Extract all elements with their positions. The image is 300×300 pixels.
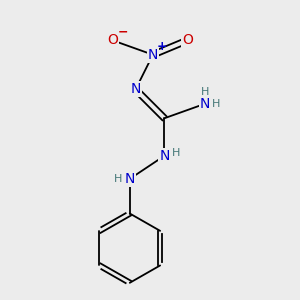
Text: N: N [130, 82, 141, 96]
Text: N: N [148, 48, 158, 62]
Text: H: H [172, 148, 181, 158]
Text: H: H [201, 87, 209, 97]
Text: N: N [159, 149, 170, 163]
Text: O: O [107, 33, 118, 47]
Text: H: H [212, 99, 220, 109]
Text: N: N [200, 97, 210, 111]
Text: H: H [113, 174, 122, 184]
Text: N: N [124, 172, 135, 186]
Text: +: + [157, 40, 167, 53]
Text: −: − [117, 26, 128, 39]
Text: O: O [182, 33, 193, 47]
